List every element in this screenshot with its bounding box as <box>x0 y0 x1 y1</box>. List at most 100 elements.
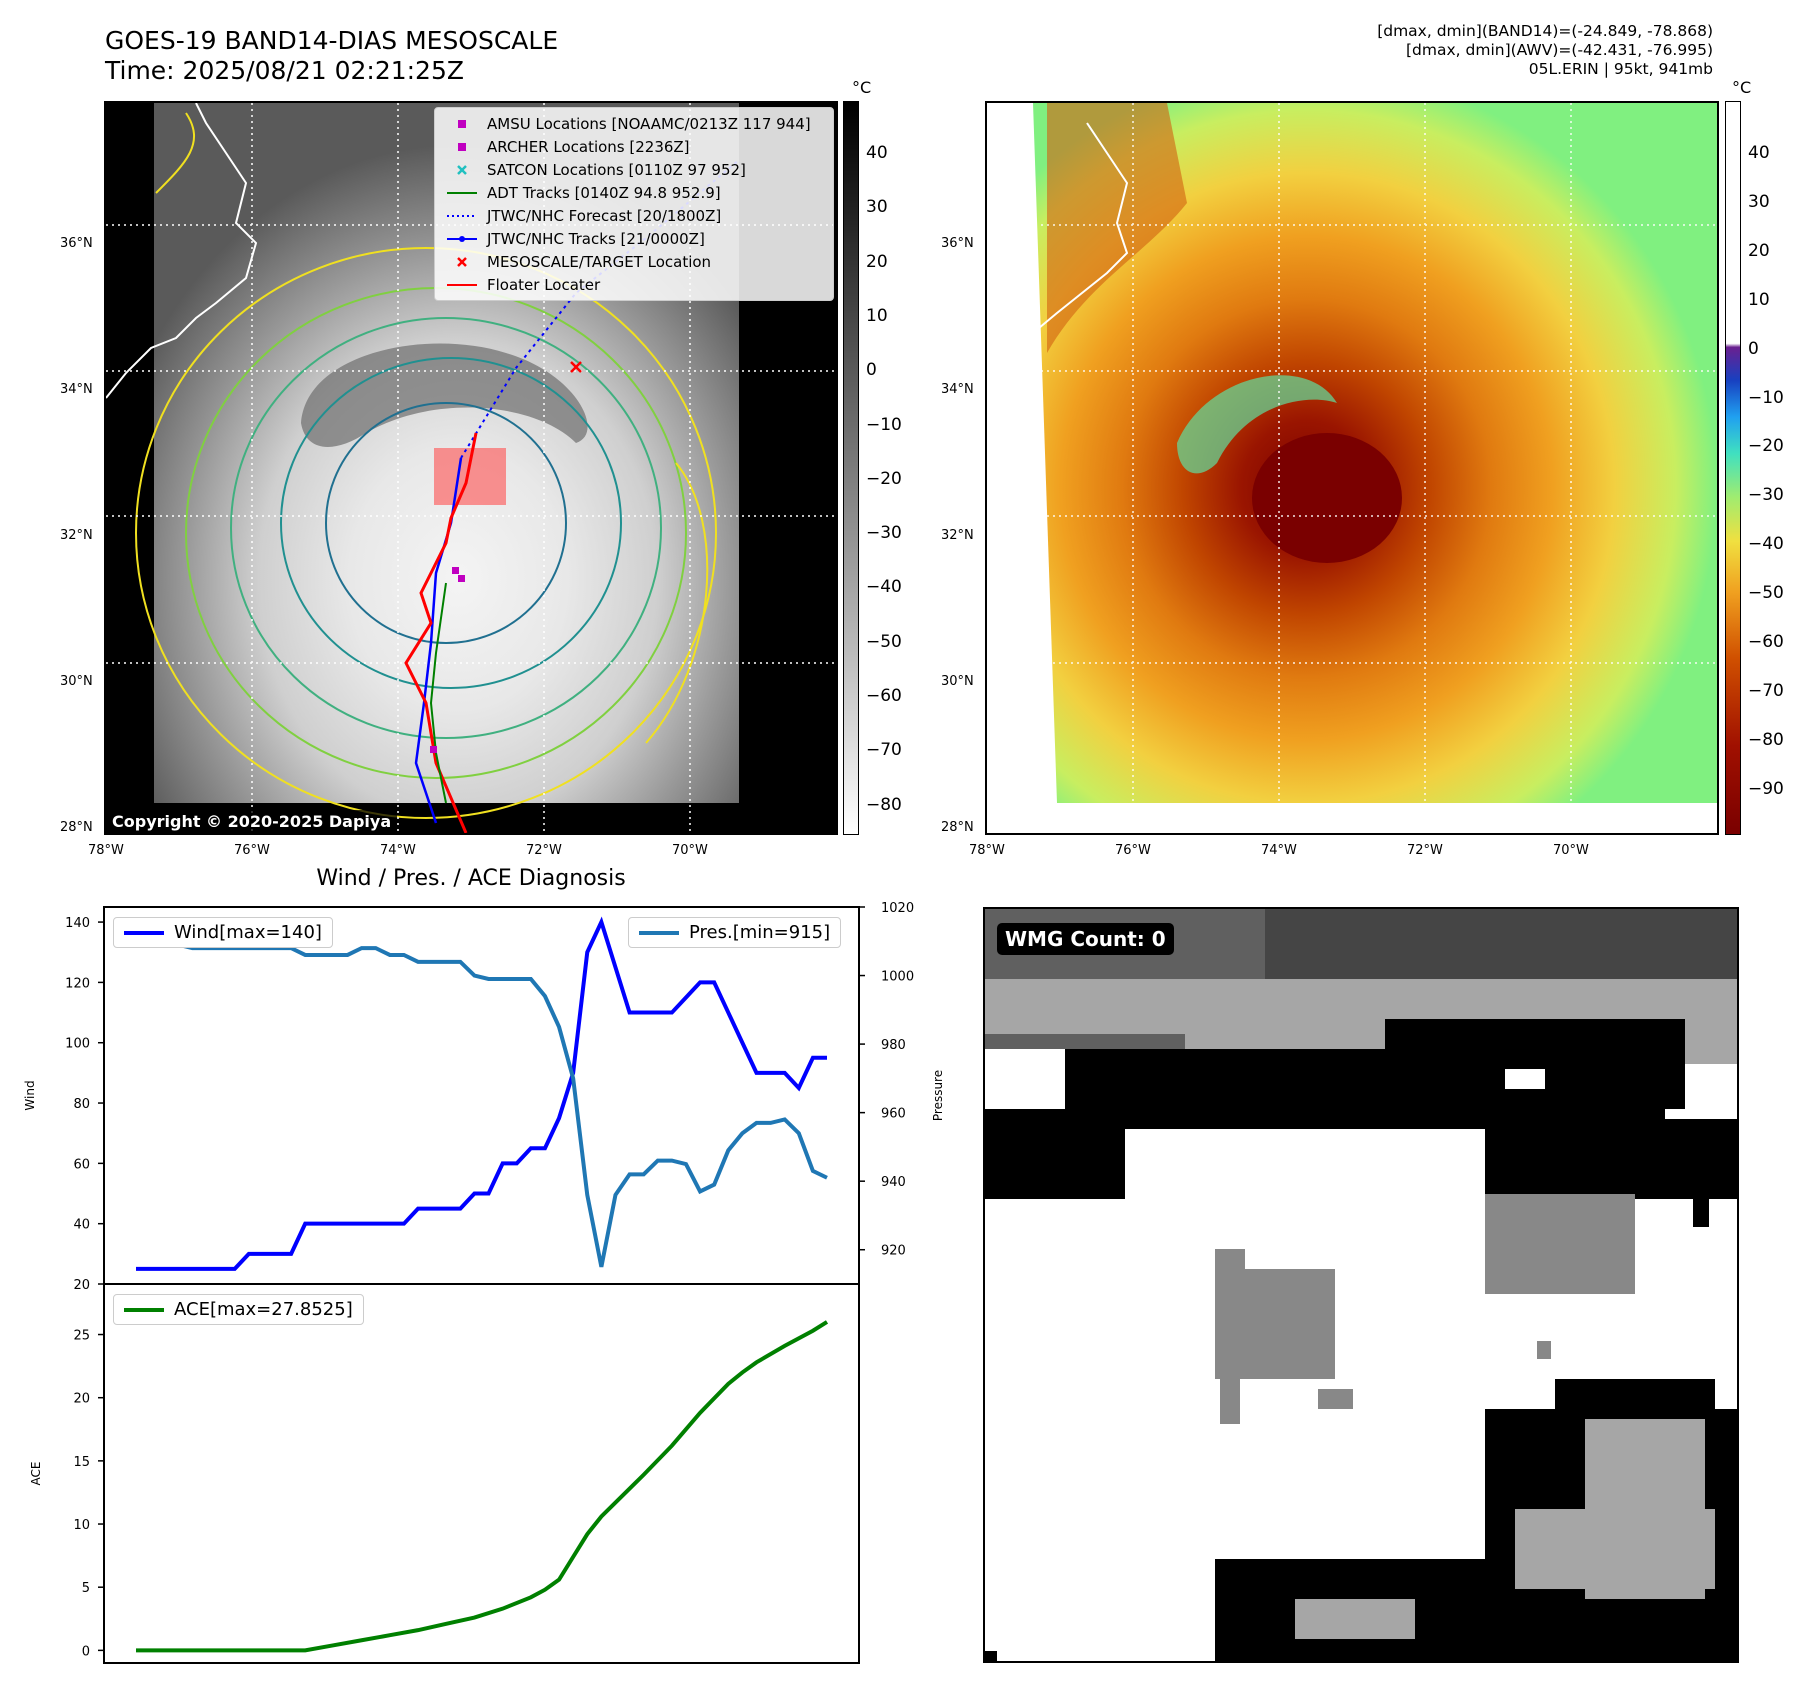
ir-legend-label: Floater Locater <box>487 275 601 294</box>
wv-colorbar-tick: −10 <box>1748 387 1784 408</box>
wv-satellite-panel <box>985 101 1719 835</box>
ir-legend-label: AMSU Locations [NOAAMC/0213Z 117 944] <box>487 114 811 133</box>
info-line-3: 05L.ERIN | 95kt, 941mb <box>1528 60 1713 78</box>
wmg-black-corner <box>985 1651 997 1661</box>
wmg-gray-patch-4 <box>1220 1369 1240 1424</box>
ace-legend: ACE[max=27.8525] <box>113 1294 364 1325</box>
ace-tick-label: 15 <box>73 1455 90 1470</box>
wind-tick-label: 60 <box>73 1157 90 1172</box>
info-line-1: [dmax, dmin](BAND14)=(-24.849, -78.868) <box>1377 22 1713 40</box>
pressure-tick-label: 1000 <box>881 970 914 985</box>
wv-lat-28: 28°N <box>941 820 974 835</box>
info-line-2: [dmax, dmin](AWV)=(-42.431, -76.995) <box>1406 41 1713 59</box>
ace-legend-line <box>124 1307 164 1312</box>
wv-satellite-image <box>987 103 1717 833</box>
wind-legend: Wind[max=140] <box>113 917 333 948</box>
ir-legend: AMSU Locations [NOAAMC/0213Z 117 944] ARC… <box>434 107 834 301</box>
pressure-tick-label: 1020 <box>881 901 914 916</box>
storm-info: [dmax, dmin](BAND14)=(-24.849, -78.868) … <box>1377 22 1713 79</box>
ir-legend-label: JTWC/NHC Tracks [21/0000Z] <box>487 229 705 248</box>
wv-colorbar-tick: −60 <box>1748 632 1784 652</box>
wmg-gray-patch-6 <box>1537 1341 1551 1359</box>
wv-lon-74: 74°W <box>1261 843 1297 858</box>
ir-colorbar-tick: −10 <box>866 414 902 435</box>
ir-colorbar-unit: °C <box>852 78 872 97</box>
wind-tick-label: 20 <box>73 1278 90 1293</box>
dotted-line-icon <box>447 209 477 223</box>
wind-pressure-frame <box>103 906 860 1285</box>
ir-lon-70: 70°W <box>672 843 708 858</box>
ir-legend-label: JTWC/NHC Forecast [20/1800Z] <box>487 206 722 225</box>
ir-lon-74: 74°W <box>380 843 416 858</box>
pressure-legend: Pres.[min=915] <box>628 917 842 948</box>
square-icon <box>447 140 477 154</box>
ir-colorbar-tick: −80 <box>866 794 902 815</box>
wmg-panel: WMG Count: 0 <box>983 907 1739 1663</box>
ir-colorbar-tick: −60 <box>866 686 902 706</box>
pressure-tick-label: 960 <box>881 1107 906 1122</box>
ir-legend-label: MESOSCALE/TARGET Location <box>487 252 712 271</box>
target-marker <box>570 361 582 373</box>
wind-axis-label: Wind <box>23 1080 37 1110</box>
ace-series-line <box>136 1320 829 1653</box>
page-title: GOES-19 BAND14-DIAS MESOSCALE Time: 2025… <box>105 26 558 86</box>
wmg-black-br-2 <box>1555 1379 1715 1419</box>
wind-tick-label: 120 <box>65 976 90 991</box>
chart-title: Wind / Pres. / ACE Diagnosis <box>316 866 626 891</box>
contour-lines <box>135 112 717 819</box>
pressure-tick-label: 940 <box>881 1175 906 1190</box>
wv-colorbar-tick: −30 <box>1748 485 1784 506</box>
wind-series-line <box>136 916 827 1271</box>
ir-legend-label: SATCON Locations [0110Z 97 952] <box>487 160 746 179</box>
wv-colorbar-tick: −80 <box>1748 729 1784 750</box>
pressure-legend-line <box>639 930 679 935</box>
ir-colorbar-tick: 30 <box>866 197 888 218</box>
wv-colorbar-tick: −20 <box>1748 436 1784 457</box>
wmg-gray-bottom <box>1295 1599 1415 1639</box>
wv-colorbar-tick: 10 <box>1748 289 1770 310</box>
square-icon <box>447 117 477 131</box>
wind-legend-line <box>124 930 164 935</box>
ace-axis-label: ACE <box>29 1462 43 1486</box>
ace-tick-label: 10 <box>73 1518 90 1533</box>
x-icon <box>447 163 477 177</box>
wv-colorbar-tick: 30 <box>1748 191 1770 212</box>
wmg-gray-patch <box>1485 1194 1635 1294</box>
x-icon <box>447 255 477 269</box>
pressure-tick-label: 980 <box>881 1038 906 1053</box>
wmg-black-arc-2 <box>1385 1019 1685 1109</box>
wmg-gray-br-2 <box>1515 1509 1715 1589</box>
wmg-gray-patch-3 <box>1215 1249 1245 1319</box>
wind-tick-label: 40 <box>73 1218 90 1233</box>
ir-satellite-panel: Copyright © 2020-2025 Dapiya AMSU Locati… <box>104 101 838 835</box>
ace-tick-label: 25 <box>73 1329 90 1344</box>
ir-colorbar-tick: −50 <box>866 631 902 652</box>
ace-tick-label: 0 <box>82 1644 90 1659</box>
wv-colorbar-tick: 0 <box>1748 338 1759 359</box>
ir-lat-30: 30°N <box>60 674 93 689</box>
wv-colorbar-tick: −50 <box>1748 583 1784 604</box>
ir-legend-item: Floater Locater <box>435 273 833 296</box>
wmg-black-left-2 <box>985 1129 1055 1199</box>
pressure-series-line <box>136 922 828 1268</box>
ace-tick-label: 20 <box>73 1392 90 1407</box>
ir-legend-item: JTWC/NHC Tracks [21/0000Z] <box>435 227 833 250</box>
ace-frame <box>103 1283 860 1664</box>
wmg-gray-patch-5 <box>1318 1389 1353 1409</box>
wv-lon-72: 72°W <box>1407 843 1443 858</box>
wmg-black-arc-3 <box>1485 1119 1737 1199</box>
copyright-label: Copyright © 2020-2025 Dapiya <box>106 810 398 833</box>
wv-lon-70: 70°W <box>1553 843 1589 858</box>
ir-lat-28: 28°N <box>60 820 93 835</box>
wv-colorbar-tick: −90 <box>1748 778 1784 799</box>
wv-lat-36: 36°N <box>941 236 974 251</box>
ir-colorbar-tick: −40 <box>866 577 902 598</box>
ir-legend-label: ARCHER Locations [2236Z] <box>487 137 690 156</box>
ir-colorbar-tick: 10 <box>866 305 888 326</box>
ir-legend-item: MESOSCALE/TARGET Location <box>435 250 833 273</box>
ir-colorbar-tick: 20 <box>866 251 888 272</box>
wv-lon-76: 76°W <box>1115 843 1151 858</box>
dot-line-icon <box>447 232 477 246</box>
wv-lat-32: 32°N <box>941 528 974 543</box>
floater-track <box>404 432 478 833</box>
